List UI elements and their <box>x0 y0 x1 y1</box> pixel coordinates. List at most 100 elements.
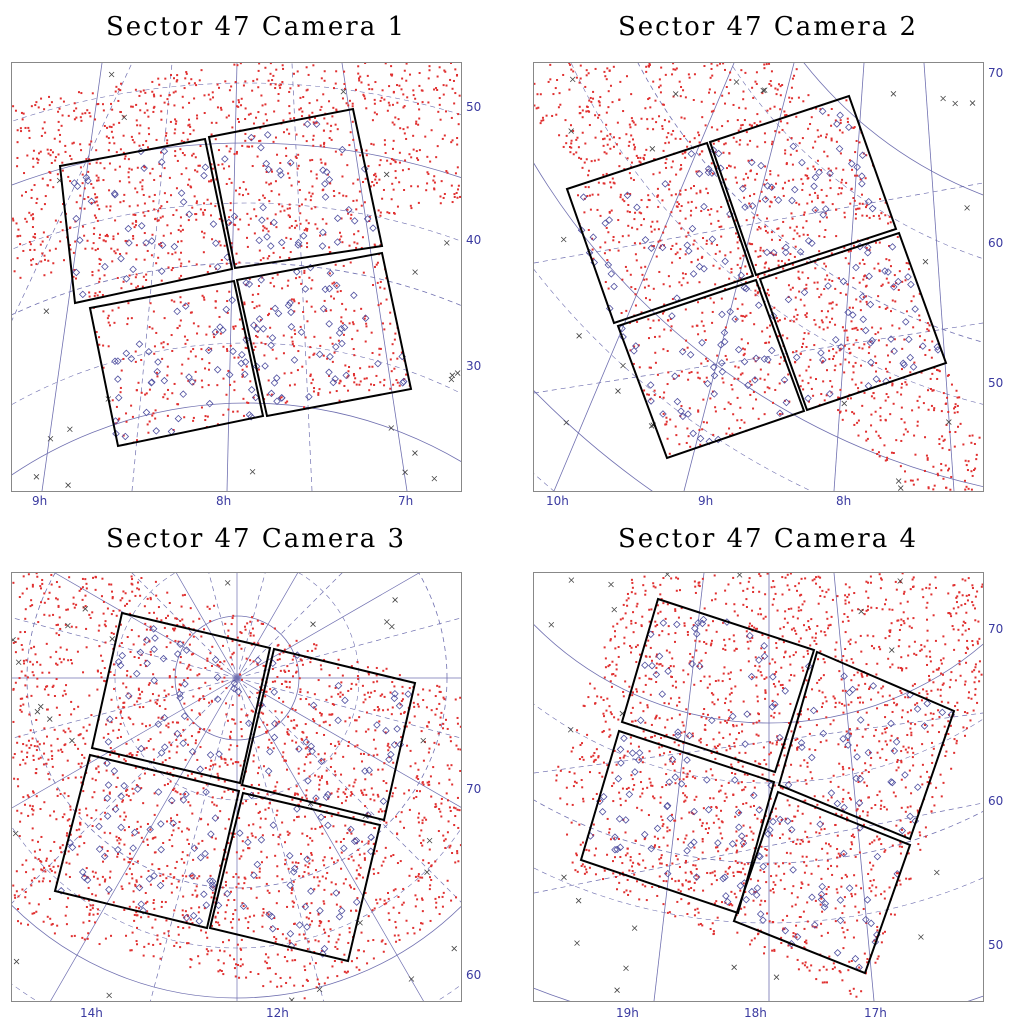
target-point <box>594 114 597 117</box>
target-point <box>393 211 396 214</box>
target-point <box>459 769 461 772</box>
target-point <box>684 217 687 220</box>
target-point <box>575 76 578 79</box>
target-point <box>926 458 929 461</box>
target-point <box>282 119 285 122</box>
target-point <box>757 417 760 420</box>
target-point <box>186 942 189 945</box>
target-point <box>95 200 98 203</box>
diamond-marker <box>858 172 866 180</box>
target-point <box>306 650 309 653</box>
diamond-marker <box>268 334 277 342</box>
diamond-marker <box>111 357 119 366</box>
target-point <box>310 827 313 830</box>
target-point <box>201 358 204 361</box>
target-point <box>252 710 255 713</box>
target-point <box>585 74 588 77</box>
target-point <box>277 890 280 893</box>
target-point <box>705 421 708 424</box>
target-point <box>326 871 329 874</box>
target-point <box>903 421 906 424</box>
target-point <box>759 249 762 252</box>
diamond-marker <box>319 166 327 174</box>
diamond-marker <box>267 242 275 250</box>
target-point <box>738 143 741 146</box>
target-point <box>891 384 894 387</box>
target-point <box>639 242 642 245</box>
target-point <box>228 150 231 153</box>
diamond-marker <box>315 350 324 359</box>
target-point <box>32 790 35 793</box>
target-point <box>706 360 709 363</box>
target-point <box>374 81 377 84</box>
target-point <box>234 909 237 912</box>
target-point <box>710 110 713 113</box>
target-point <box>348 99 351 102</box>
target-point <box>102 239 105 242</box>
target-point <box>279 210 282 213</box>
target-point <box>760 190 763 193</box>
diamond-marker <box>127 354 136 363</box>
target-point <box>299 698 302 701</box>
target-point <box>272 140 275 143</box>
target-point <box>350 855 353 858</box>
target-point <box>174 251 177 254</box>
target-point <box>846 397 849 400</box>
target-point <box>399 127 402 130</box>
target-point <box>796 232 799 235</box>
target-point <box>88 694 91 697</box>
target-point <box>781 247 784 250</box>
target-point <box>742 90 745 93</box>
target-point <box>699 189 702 192</box>
target-point <box>266 889 269 892</box>
target-point <box>276 809 279 812</box>
target-point <box>864 285 867 288</box>
diamond-marker <box>688 224 697 233</box>
target-point <box>711 321 714 324</box>
target-point <box>373 690 376 693</box>
diamond-marker <box>858 292 867 301</box>
target-point <box>286 768 289 771</box>
target-point <box>828 174 831 177</box>
target-point <box>308 118 311 121</box>
target-point <box>152 310 155 313</box>
target-point <box>297 803 300 806</box>
target-point <box>854 383 857 386</box>
target-point <box>239 673 242 676</box>
target-point <box>665 136 668 139</box>
target-point <box>288 162 291 165</box>
target-point <box>375 374 378 377</box>
target-point <box>443 192 446 195</box>
target-point <box>247 401 250 404</box>
target-point <box>123 829 126 832</box>
target-point <box>110 631 113 634</box>
target-point <box>335 941 338 944</box>
target-point <box>305 789 308 792</box>
target-point <box>771 140 774 143</box>
target-point <box>266 393 269 396</box>
x-marker <box>121 114 128 121</box>
target-point <box>25 659 28 662</box>
target-point <box>750 125 753 128</box>
target-point <box>227 939 230 942</box>
target-point <box>235 262 238 265</box>
target-point <box>775 93 778 96</box>
target-point <box>226 719 229 722</box>
target-point <box>388 212 391 215</box>
target-point <box>165 694 168 697</box>
diamond-marker <box>122 349 131 358</box>
target-point <box>350 682 353 685</box>
target-point <box>792 178 795 181</box>
target-point <box>213 604 216 607</box>
target-point <box>412 89 415 92</box>
target-point <box>665 416 668 419</box>
target-point <box>729 251 732 254</box>
target-point <box>562 73 565 76</box>
target-point <box>294 226 297 229</box>
target-point <box>356 661 359 664</box>
target-point <box>88 913 91 916</box>
target-point <box>201 230 204 233</box>
target-point <box>345 102 348 105</box>
target-point <box>42 877 45 880</box>
target-point <box>378 178 381 181</box>
